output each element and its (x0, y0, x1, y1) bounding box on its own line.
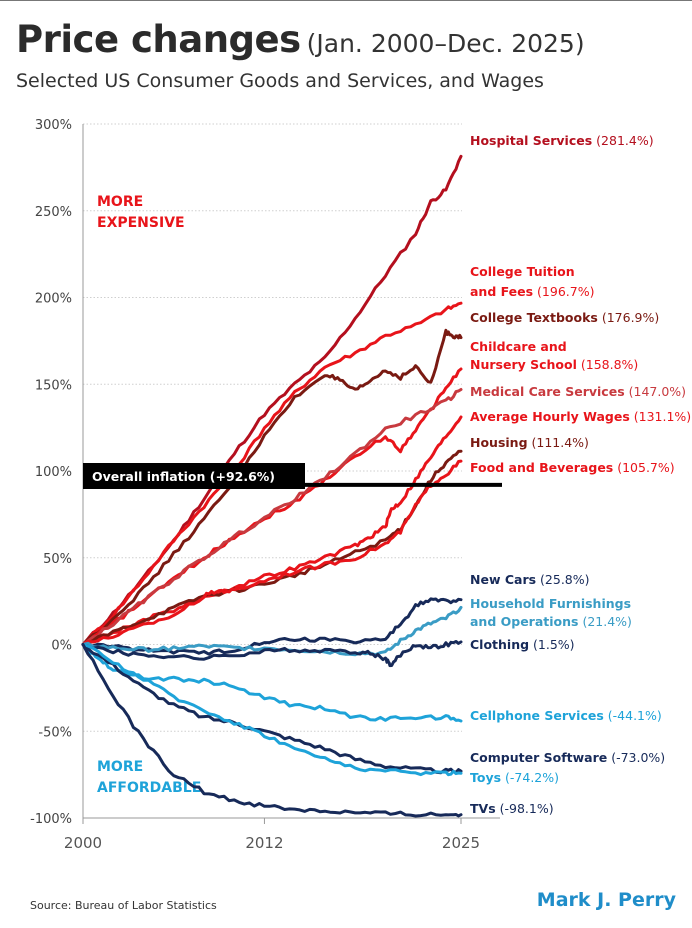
price-change-chart: 300% 250% 200% 150% 100% 50% 0% -50% -100% 2000 20… (30, 118, 691, 852)
y-tick-label: 300% (35, 118, 72, 133)
series-line-college-tuition-and-fees (81, 301, 463, 646)
chart-title: Price changes (16, 18, 301, 61)
series-label-medical-care-services: Medical Care Services (147.0%) (470, 384, 686, 399)
series-label-name: TVs (470, 801, 496, 816)
y-tick-label: 150% (35, 378, 72, 393)
series-label-household-furnishings-and-operations: and Operations (21.4%) (470, 614, 632, 629)
series-label-value: (25.8%) (536, 572, 589, 587)
series-label-name: College Textbooks (470, 310, 598, 325)
series-label-name: Childcare and (470, 339, 567, 354)
series-line-toys (81, 643, 463, 777)
series-label-name: Cellphone Services (470, 708, 604, 723)
series-label-value: (131.1%) (630, 409, 691, 424)
series-label-computer-software: Computer Software (-73.0%) (470, 750, 665, 765)
series-label-name: Hospital Services (470, 133, 592, 148)
series-label-college-tuition-and-fees: and Fees (196.7%) (470, 284, 594, 299)
series-label-value: (281.4%) (592, 133, 653, 148)
series-line-food-and-beverages (81, 459, 463, 646)
series-label-name: and Operations (470, 614, 578, 629)
series-label-value: (176.9%) (598, 310, 659, 325)
series-lines (81, 154, 463, 818)
series-label-food-and-beverages: Food and Beverages (105.7%) (470, 460, 675, 475)
series-line-cellphone-services (81, 643, 463, 723)
series-label-household-furnishings-and-operations: Household Furnishings (470, 596, 631, 611)
series-label-name: New Cars (470, 572, 536, 587)
series-label-name: Nursery School (470, 357, 577, 372)
series-label-name: Average Hourly Wages (470, 409, 630, 424)
series-label-name: Housing (470, 435, 528, 450)
series-line-tvs (81, 643, 463, 818)
inflation-label-box (83, 463, 305, 489)
series-label-name: Food and Beverages (470, 460, 613, 475)
series-line-average-hourly-wages (81, 415, 463, 646)
series-label-toys: Toys (-74.2%) (470, 770, 559, 785)
series-label-value: (158.8%) (577, 357, 638, 372)
series-label-name: Computer Software (470, 750, 607, 765)
series-label-name: Clothing (470, 637, 529, 652)
series-label-name: and Fees (470, 284, 533, 299)
series-label-value: (21.4%) (578, 614, 631, 629)
series-label-value: (-44.1%) (604, 708, 662, 723)
x-tick-label: 2000 (64, 834, 102, 852)
series-label-college-textbooks: College Textbooks (176.9%) (470, 310, 659, 325)
series-label-average-hourly-wages: Average Hourly Wages (131.1%) (470, 409, 691, 424)
series-label-value: (1.5%) (529, 637, 574, 652)
y-tick-label: -100% (30, 812, 72, 827)
inflation-label: Overall inflation (+92.6%) (92, 469, 275, 484)
series-label-tvs: TVs (-98.1%) (470, 801, 554, 816)
series-line-household-furnishings-and-operations (81, 605, 463, 657)
series-label-value: (-73.0%) (607, 750, 665, 765)
x-tick-label: 2025 (442, 834, 480, 852)
series-label-name: Household Furnishings (470, 596, 631, 611)
series-line-clothing (81, 640, 463, 668)
x-tick-label: 2012 (245, 834, 283, 852)
series-label-value: (105.7%) (613, 460, 674, 475)
region-label-more-affordable: MORE (97, 759, 143, 775)
series-label-new-cars: New Cars (25.8%) (470, 572, 590, 587)
y-tick-label: 0% (51, 639, 72, 654)
series-label-value: (-98.1%) (496, 801, 554, 816)
series-label-value: (196.7%) (533, 284, 594, 299)
series-label-name: Toys (470, 770, 501, 785)
y-tick-label: 200% (35, 292, 72, 307)
region-label-more-affordable: AFFORDABLE (97, 780, 201, 796)
y-tick-label: 250% (35, 205, 72, 220)
title-row: Price changes (Jan. 2000–Dec. 2025) (16, 18, 585, 61)
brand-credit: Mark J. Perry (536, 889, 676, 911)
series-label-housing: Housing (111.4%) (470, 435, 589, 450)
series-label-value: (147.0%) (625, 384, 686, 399)
series-label-clothing: Clothing (1.5%) (470, 637, 575, 652)
series-label-name: Medical Care Services (470, 384, 625, 399)
y-tick-label: 100% (35, 465, 72, 480)
series-line-college-textbooks (81, 328, 463, 646)
region-label-more-expensive: EXPENSIVE (97, 215, 185, 231)
series-label-hospital-services: Hospital Services (281.4%) (470, 133, 654, 148)
series-label-value: (111.4%) (528, 435, 589, 450)
source-note: Source: Bureau of Labor Statistics (30, 899, 217, 912)
region-label-more-expensive: MORE (97, 194, 143, 210)
chart-date-range: (Jan. 2000–Dec. 2025) (306, 29, 585, 58)
y-tick-label: -50% (38, 725, 72, 740)
series-label-name: College Tuition (470, 264, 575, 279)
series-line-computer-software (81, 643, 463, 775)
chart-subtitle: Selected US Consumer Goods and Services,… (16, 70, 544, 92)
top-rule (0, 0, 692, 1)
y-tick-label: 50% (43, 552, 72, 567)
series-label-cellphone-services: Cellphone Services (-44.1%) (470, 708, 662, 723)
series-label-college-tuition-and-fees: College Tuition (470, 264, 575, 279)
series-label-childcare-and-nursery-school: Nursery School (158.8%) (470, 357, 638, 372)
series-label-value: (-74.2%) (501, 770, 559, 785)
series-line-medical-care-services (81, 388, 463, 646)
series-label-childcare-and-nursery-school: Childcare and (470, 339, 567, 354)
